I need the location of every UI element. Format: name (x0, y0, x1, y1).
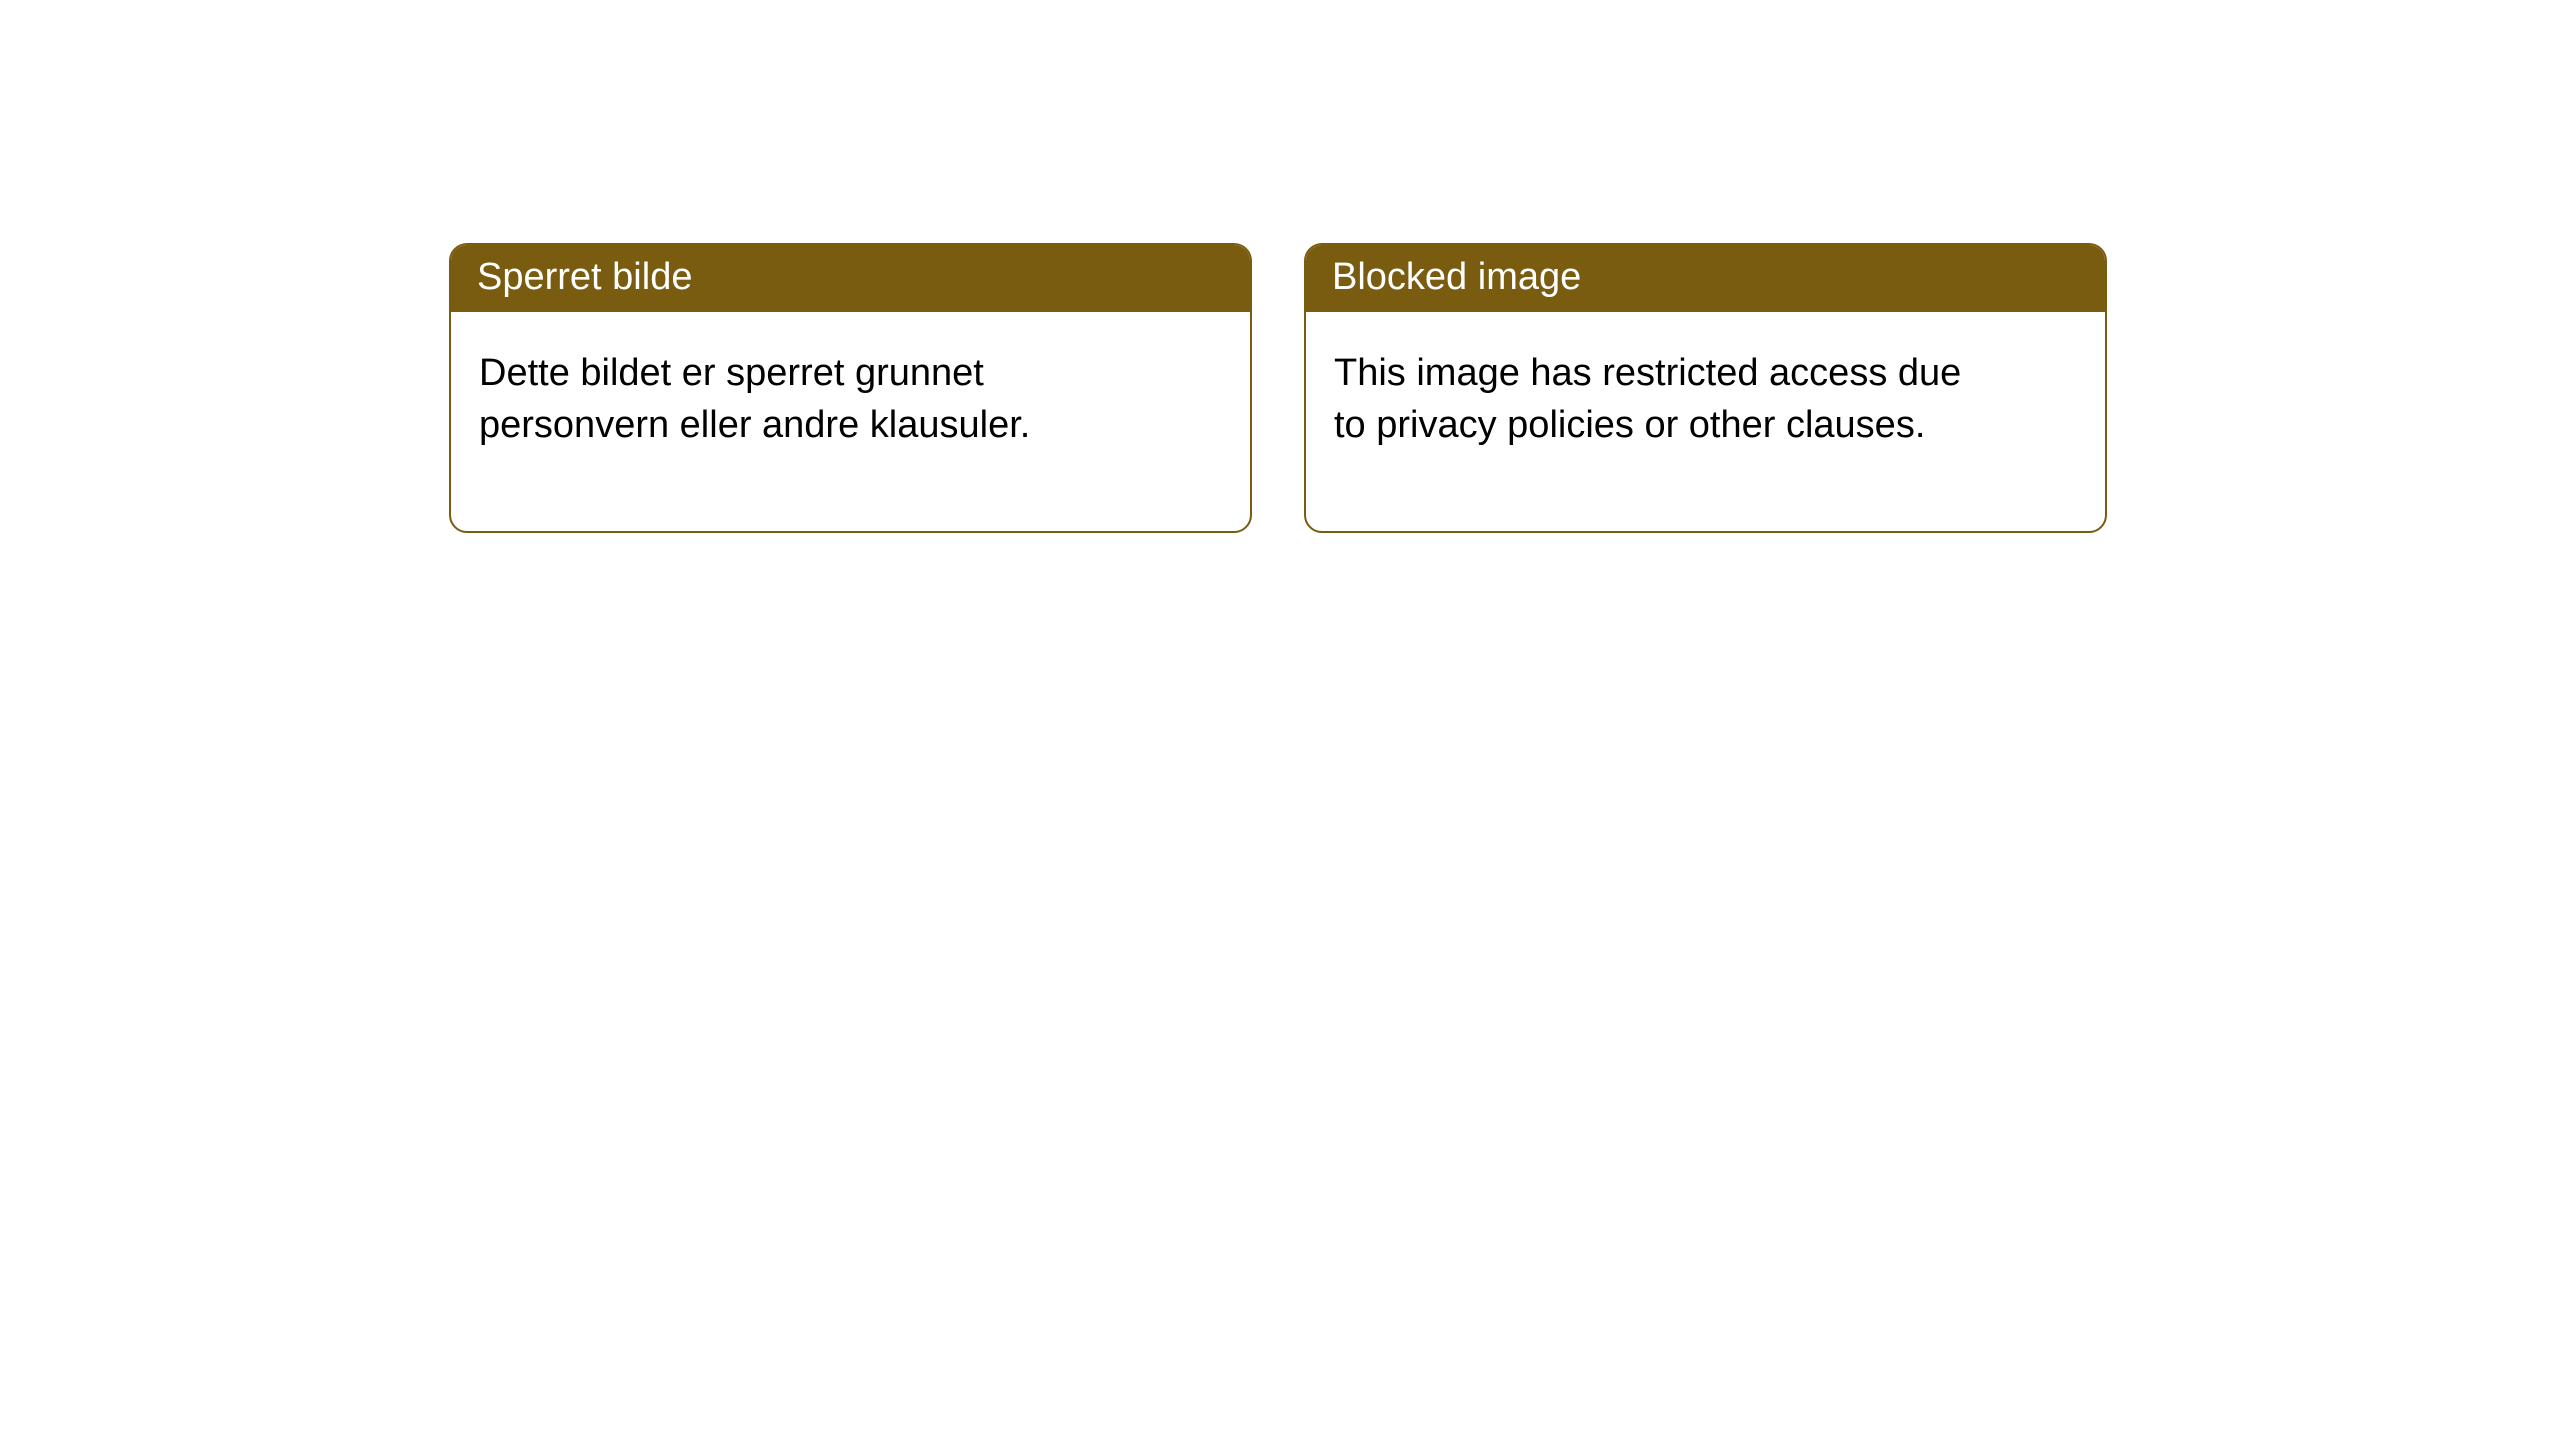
notice-card-norwegian: Sperret bilde Dette bildet er sperret gr… (449, 243, 1252, 533)
notice-body-norwegian: Dette bildet er sperret grunnet personve… (451, 312, 1171, 531)
notice-container: Sperret bilde Dette bildet er sperret gr… (0, 0, 2560, 533)
notice-header-english: Blocked image (1306, 245, 2105, 312)
notice-body-english: This image has restricted access due to … (1306, 312, 2026, 531)
notice-card-english: Blocked image This image has restricted … (1304, 243, 2107, 533)
notice-header-norwegian: Sperret bilde (451, 245, 1250, 312)
